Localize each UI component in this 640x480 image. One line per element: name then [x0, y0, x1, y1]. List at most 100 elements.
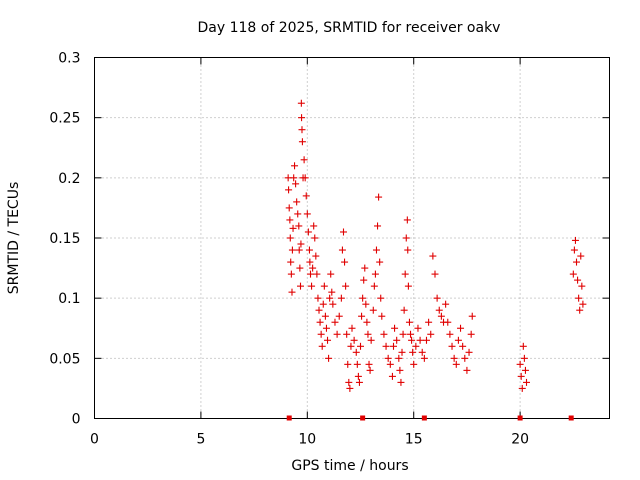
data-point — [517, 372, 525, 380]
data-point — [298, 138, 306, 146]
data-point — [291, 162, 299, 170]
data-point — [397, 378, 405, 386]
data-point — [337, 294, 345, 302]
data-point — [303, 210, 311, 218]
data-point — [293, 198, 301, 206]
data-point — [402, 234, 410, 242]
data-point — [389, 342, 397, 350]
data-point — [375, 193, 383, 201]
data-point — [519, 342, 527, 350]
data-point — [571, 236, 579, 244]
plot-area-border — [94, 57, 610, 419]
data-point — [398, 348, 406, 356]
data-point — [288, 288, 296, 296]
data-point — [316, 318, 324, 326]
data-point — [338, 246, 346, 254]
data-point — [380, 330, 388, 338]
data-point — [286, 234, 294, 242]
data-point — [304, 228, 312, 236]
data-point — [363, 318, 371, 326]
data-point — [315, 306, 323, 314]
data-point — [307, 270, 315, 278]
data-point — [431, 270, 439, 278]
data-point — [407, 330, 415, 338]
data-point — [408, 336, 416, 344]
data-point — [360, 276, 368, 284]
data-point — [444, 318, 452, 326]
data-point — [393, 336, 401, 344]
data-point — [520, 354, 528, 362]
data-point — [427, 330, 435, 338]
data-point — [322, 324, 330, 332]
x-tick-label: 10 — [298, 432, 316, 448]
data-point — [574, 276, 582, 284]
data-point — [319, 300, 327, 308]
data-point — [388, 372, 396, 380]
data-point — [367, 336, 375, 344]
x-tick-label: 0 — [90, 432, 99, 448]
gap-marker — [568, 415, 574, 421]
y-tick-label: 0 — [72, 412, 81, 428]
data-point — [401, 270, 409, 278]
data-point — [569, 270, 577, 278]
data-point — [416, 336, 424, 344]
data-point — [294, 210, 302, 218]
y-axis: 0 0.05 0.1 0.15 0.2 0.25 0.3 — [49, 51, 610, 428]
data-point — [378, 312, 386, 320]
data-point — [310, 222, 318, 230]
data-point — [409, 348, 417, 356]
data-point — [448, 342, 456, 350]
data-point — [328, 288, 336, 296]
data-point — [523, 378, 531, 386]
data-point — [377, 294, 385, 302]
data-point — [374, 222, 382, 230]
data-point — [414, 324, 422, 332]
data-point — [301, 174, 309, 182]
data-point — [341, 258, 349, 266]
data-point — [446, 330, 454, 338]
gap-marker — [360, 415, 366, 421]
x-tick-label: 20 — [511, 432, 529, 448]
data-point — [400, 306, 408, 314]
data-point — [327, 270, 335, 278]
data-point — [577, 252, 585, 260]
gap-marker — [286, 415, 292, 421]
data-point — [289, 224, 297, 232]
data-point — [459, 342, 467, 350]
data-point — [399, 330, 407, 338]
data-point — [344, 360, 352, 368]
data-point — [343, 330, 351, 338]
data-point — [465, 348, 473, 356]
data-point — [342, 282, 350, 290]
data-point — [331, 318, 339, 326]
y-tick-label: 0.05 — [49, 351, 80, 367]
x-axis-label: GPS time / hours — [291, 458, 408, 474]
data-points — [284, 99, 587, 392]
chart-title: Day 118 of 2025, SRMTID for receiver oak… — [198, 20, 501, 36]
data-point — [358, 312, 366, 320]
data-point — [290, 174, 298, 182]
data-point — [321, 312, 329, 320]
data-point — [454, 336, 462, 344]
y-tick-label: 0.2 — [58, 171, 80, 187]
y-axis-label: SRMTID / TECUs — [6, 182, 22, 295]
data-point — [329, 300, 337, 308]
y-tick-label: 0.15 — [49, 231, 80, 247]
x-tick-label: 5 — [196, 432, 205, 448]
data-point — [457, 324, 465, 332]
data-point — [287, 270, 295, 278]
data-point — [578, 282, 586, 290]
data-point — [318, 342, 326, 350]
data-gap-markers — [286, 415, 574, 421]
data-point — [355, 378, 363, 386]
data-point — [437, 312, 445, 320]
data-point — [288, 246, 296, 254]
data-point — [352, 348, 360, 356]
data-point — [391, 324, 399, 332]
data-point — [297, 282, 304, 290]
data-point — [305, 246, 313, 254]
data-point — [286, 216, 294, 224]
data-point — [300, 156, 308, 164]
data-point — [425, 318, 433, 326]
data-point — [314, 294, 322, 302]
